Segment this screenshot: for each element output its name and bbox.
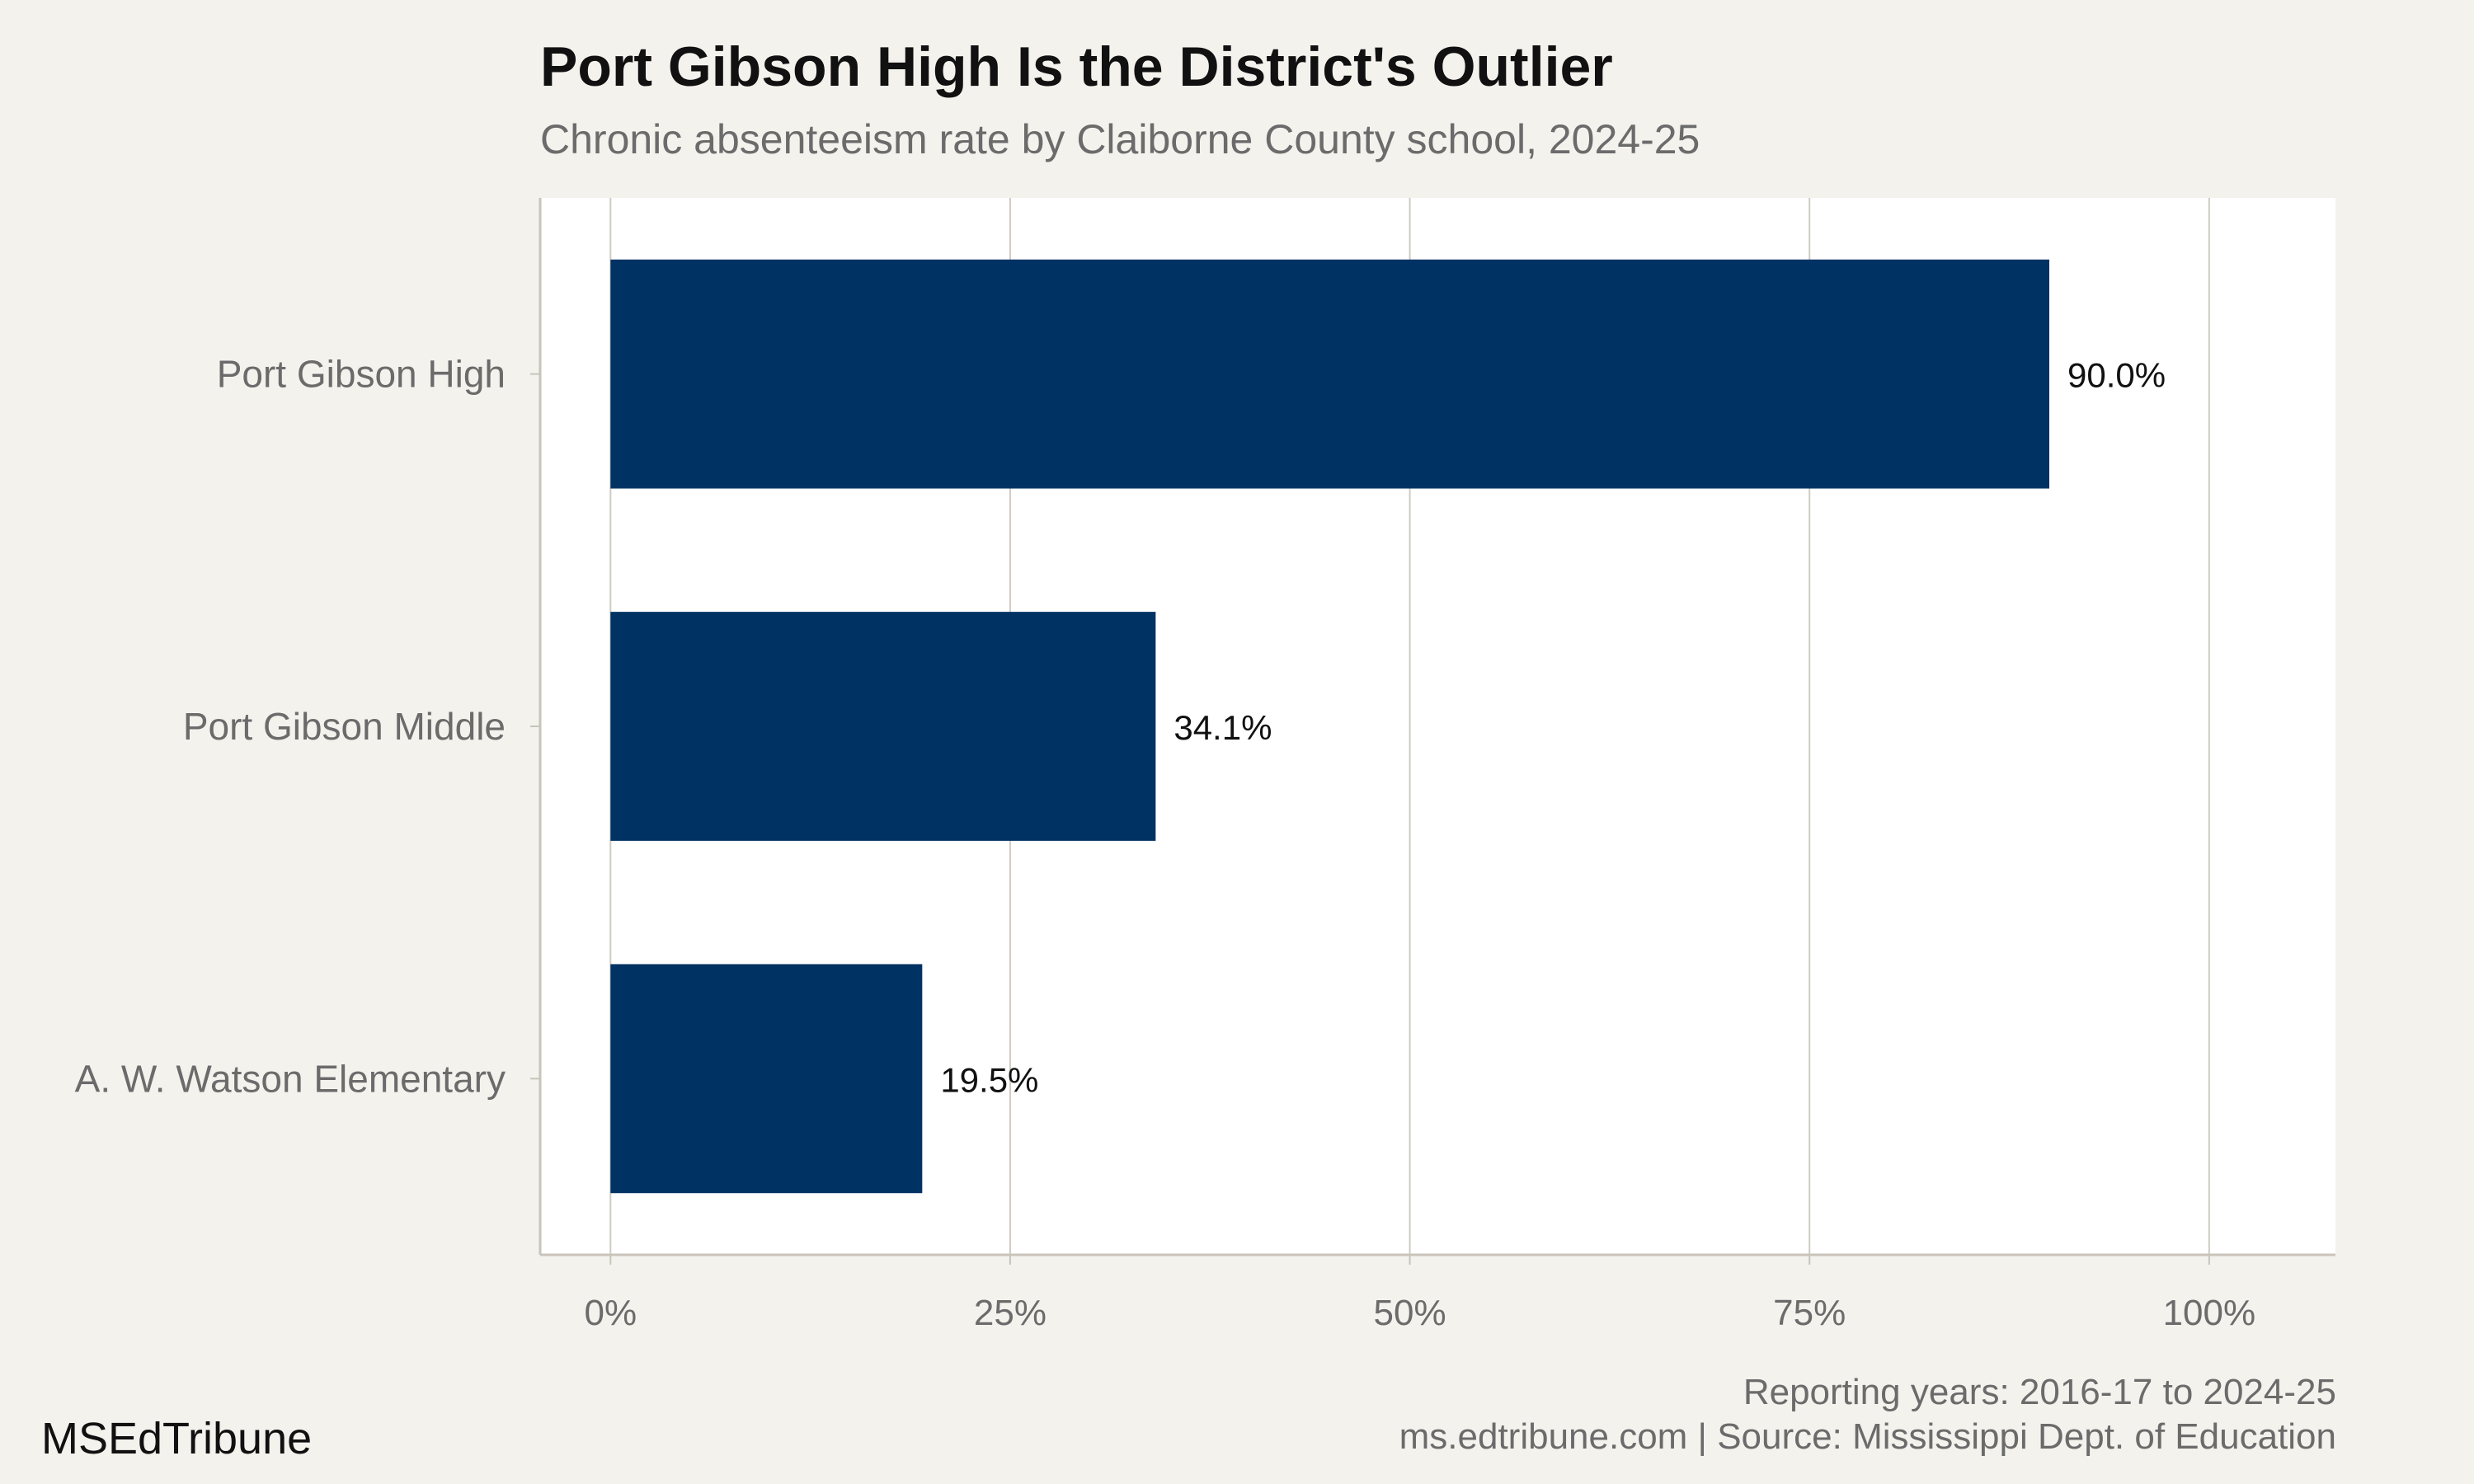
x-tick-label: 0%: [584, 1293, 637, 1333]
y-tick-label: Port Gibson High: [217, 353, 506, 396]
data-label: 19.5%: [940, 1060, 1038, 1099]
footer-reporting-years: Reporting years: 2016-17 to 2024-25: [1743, 1372, 2336, 1412]
x-tick-label: 25%: [974, 1293, 1047, 1333]
bar: [610, 964, 923, 1194]
data-label: 34.1%: [1174, 708, 1272, 747]
brand-logo: MSEdTribune: [41, 1414, 313, 1463]
labels: 0% 25% 50% 75% 100% Port Gibson High 90.0% Port…: [75, 353, 2255, 1333]
bar: [610, 259, 2049, 489]
y-tick-label: A. W. Watson Elementary: [75, 1057, 506, 1100]
x-tick-label: 100%: [2163, 1293, 2256, 1333]
x-tick-label: 50%: [1374, 1293, 1446, 1333]
chart-title: Port Gibson High Is the District's Outli…: [540, 35, 1613, 98]
x-tick-label: 75%: [1773, 1293, 1846, 1333]
y-tick-label: Port Gibson Middle: [183, 705, 506, 748]
footer-source: ms.edtribune.com | Source: Mississippi D…: [1399, 1416, 2336, 1457]
chart-subtitle: Chronic absenteeism rate by Claiborne Co…: [540, 116, 1700, 162]
bars: [610, 259, 2049, 1194]
axes: [530, 198, 2335, 1265]
bar: [610, 612, 1156, 841]
data-label: 90.0%: [2067, 356, 2166, 395]
